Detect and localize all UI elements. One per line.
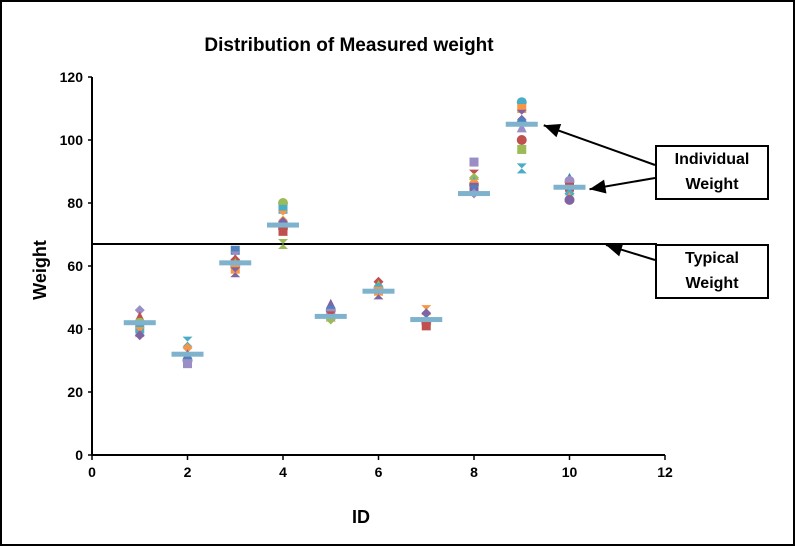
y-tick-label: 80	[67, 195, 83, 211]
data-point	[182, 336, 193, 347]
typical-mark	[123, 320, 156, 326]
data-point	[516, 122, 527, 133]
individual-weight-callout: Individual Weight	[655, 145, 769, 200]
data-point	[421, 321, 431, 331]
individual-points	[134, 97, 575, 369]
y-tick-label: 0	[75, 447, 83, 463]
x-tick-label: 4	[279, 464, 287, 480]
typical-mark	[219, 260, 252, 266]
data-point	[469, 157, 479, 167]
typical-mark	[410, 317, 443, 323]
y-tick-label: 100	[60, 132, 84, 148]
arrow-to-individual-9	[543, 124, 656, 166]
data-point	[516, 135, 527, 145]
typical-label-line-1: Typical	[685, 250, 739, 267]
typical-mark	[267, 222, 299, 228]
x-tick-label: 10	[562, 464, 578, 480]
typical-label-line-2: Weight	[685, 275, 739, 292]
arrow-to-individual-9-head	[543, 124, 562, 138]
typical-weight-callout: Typical Weight	[655, 244, 769, 299]
x-tick-label: 8	[470, 464, 478, 480]
data-point	[278, 226, 288, 236]
data-point	[421, 308, 432, 319]
typical-mark	[314, 313, 347, 319]
y-tick-label: 120	[60, 69, 84, 85]
data-point	[517, 144, 527, 154]
data-point	[183, 359, 192, 369]
chart-title: Distribution of Measured weight	[204, 35, 494, 56]
arrow-to-individual-10-head	[589, 179, 607, 194]
typical-mark	[458, 191, 490, 197]
data-point	[516, 109, 527, 120]
typical-mark	[553, 184, 586, 190]
data-point	[278, 238, 288, 249]
x-tick-label: 2	[184, 464, 192, 480]
typical-mark	[362, 288, 395, 294]
individual-label-line-1: Individual	[674, 151, 750, 168]
data-point	[230, 245, 240, 255]
data-point	[564, 194, 575, 205]
individual-label-line-2: Weight	[685, 176, 739, 193]
data-point	[517, 104, 527, 113]
x-axis-label: ID	[352, 507, 370, 527]
data-point	[134, 305, 145, 316]
data-point	[134, 330, 145, 341]
data-point	[278, 210, 288, 221]
x-tick-label: 0	[88, 464, 96, 480]
y-tick-label: 20	[67, 384, 83, 400]
y-axis-label: Weight	[30, 240, 50, 300]
typical-per-id-marks	[123, 121, 586, 357]
axes: 0 20 40 60 80 100 120 0 2 4 6 8 10 12	[60, 69, 673, 480]
typical-mark	[171, 351, 204, 357]
arrow-to-typical-line-head	[606, 242, 624, 257]
x-tick-label: 6	[375, 464, 383, 480]
y-tick-label: 60	[67, 258, 83, 274]
annotation-arrows	[543, 124, 656, 261]
data-point	[230, 267, 241, 278]
typical-mark	[505, 121, 538, 127]
y-tick-label: 40	[67, 321, 83, 337]
data-point	[516, 163, 527, 174]
data-point	[182, 342, 193, 353]
data-point	[278, 204, 288, 214]
x-tick-label: 12	[657, 464, 673, 480]
